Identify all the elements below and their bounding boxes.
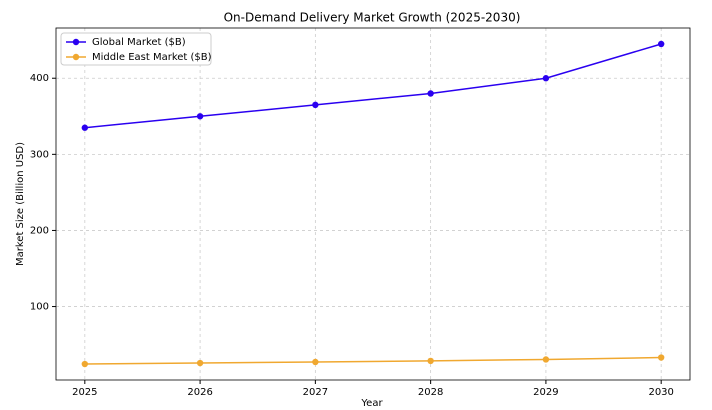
legend-label: Middle East Market ($B) <box>92 52 212 63</box>
legend-label: Global Market ($B) <box>92 37 186 48</box>
y-tick-label: 200 <box>30 225 49 236</box>
legend-marker <box>72 53 80 61</box>
chart-title: On-Demand Delivery Market Growth (2025-2… <box>224 11 521 25</box>
legend-box <box>60 32 212 66</box>
x-tick-label: 2030 <box>648 387 673 398</box>
legend-marker <box>72 38 80 46</box>
x-tick-label: 2026 <box>187 387 212 398</box>
data-point <box>427 357 434 365</box>
data-point <box>196 359 204 367</box>
legend: Global Market ($B) Middle East Market ($B… <box>60 32 212 66</box>
series-line <box>84 356 662 365</box>
data-point <box>427 90 434 97</box>
series-line <box>84 43 662 129</box>
data-point <box>312 101 319 109</box>
x-tick-label: 2025 <box>72 387 97 398</box>
y-axis-label: Market Size (Billion USD) <box>15 142 26 266</box>
data-point <box>542 75 550 82</box>
data-point <box>657 40 665 48</box>
data-point <box>657 354 665 361</box>
data-point <box>542 356 550 363</box>
x-tick-label: 2027 <box>303 387 328 398</box>
y-tick-label: 400 <box>30 73 49 84</box>
x-tick-label: 2029 <box>533 387 558 398</box>
data-point <box>196 113 204 120</box>
data-point <box>81 360 89 368</box>
plot-frame <box>55 27 691 381</box>
x-axis-label: Year <box>360 398 383 409</box>
x-tick-label: 2028 <box>418 387 443 398</box>
y-tick-label: 300 <box>30 149 49 160</box>
y-tick-label: 100 <box>30 302 49 313</box>
data-point <box>81 124 89 131</box>
data-point <box>312 358 319 366</box>
